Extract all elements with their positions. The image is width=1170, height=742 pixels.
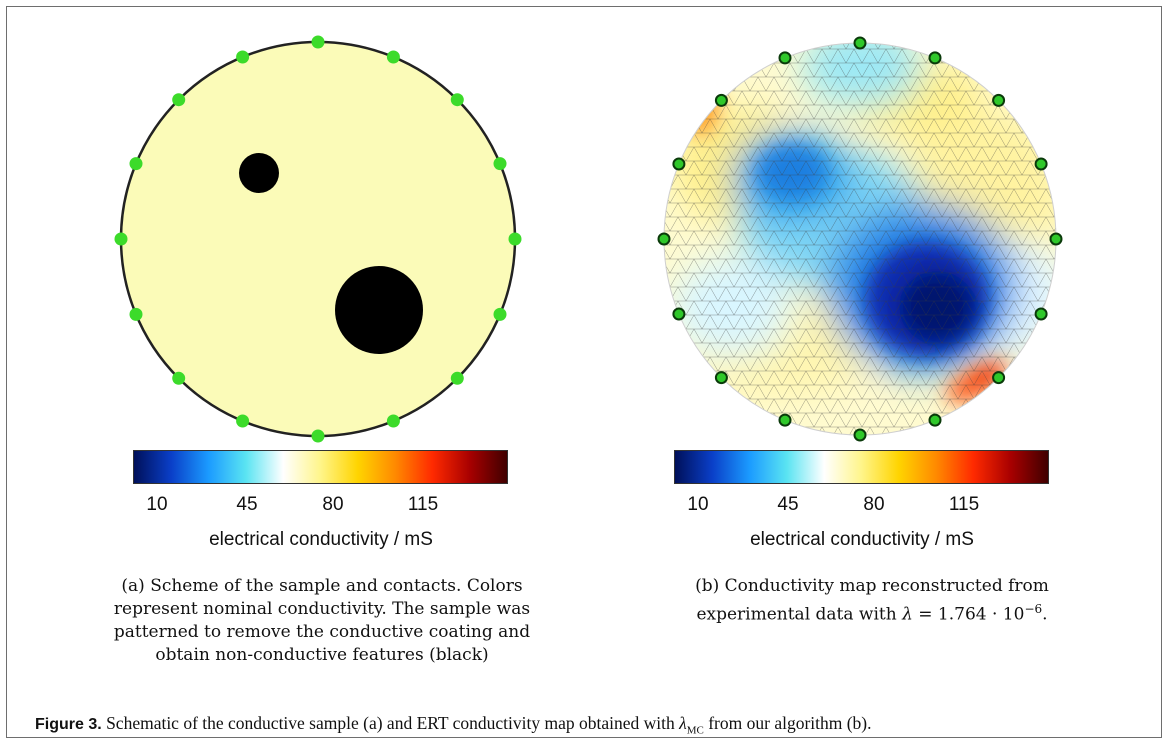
subcaption-line: (a) Scheme of the sample and contacts. C… bbox=[121, 576, 523, 596]
contact-electrode bbox=[1049, 232, 1063, 246]
contact-electrode bbox=[508, 232, 522, 246]
colorbar-tick: 80 bbox=[863, 494, 885, 515]
contact-electrode bbox=[778, 413, 792, 427]
contact-electrode bbox=[311, 35, 325, 49]
contact-electrode bbox=[386, 50, 400, 64]
contact-electrode bbox=[386, 414, 400, 428]
panel-b: 10 45 80 115 electrical conductivity / m… bbox=[582, 7, 1162, 697]
conductivity-map bbox=[657, 36, 1063, 442]
contact-electrode bbox=[450, 371, 464, 385]
colorbar-tick: 45 bbox=[236, 494, 258, 515]
colorbar-tick: 45 bbox=[777, 494, 799, 515]
contact-electrode bbox=[853, 36, 867, 50]
contact-electrode bbox=[1034, 307, 1048, 321]
contact-electrode bbox=[493, 307, 507, 321]
contact-electrode bbox=[1034, 157, 1048, 171]
contact-electrode bbox=[236, 50, 250, 64]
contact-electrode bbox=[992, 371, 1006, 385]
colorbar-tick: 115 bbox=[407, 494, 439, 515]
colorbar-tick: 10 bbox=[687, 494, 709, 515]
subcaption-b: (b) Conductivity map reconstructed from … bbox=[622, 575, 1122, 627]
feature-small bbox=[239, 153, 279, 193]
figure-frame: 10 45 80 115 electrical conductivity / m… bbox=[6, 6, 1162, 738]
colorbar-a bbox=[133, 450, 508, 484]
figure-caption-text: from our algorithm (b). bbox=[703, 713, 872, 733]
subcaption-line: patterned to remove the conductive coati… bbox=[113, 622, 531, 642]
contact-electrode bbox=[714, 371, 728, 385]
contact-electrode bbox=[311, 429, 325, 443]
subcaption-line: experimental data with λ = 1.764 · 10−6. bbox=[696, 602, 1048, 625]
contact-electrode bbox=[928, 51, 942, 65]
contact-electrode bbox=[657, 232, 671, 246]
contact-electrode bbox=[672, 157, 686, 171]
contact-electrode bbox=[992, 93, 1006, 107]
figure-caption: Figure 3. Schematic of the conductive sa… bbox=[35, 713, 872, 737]
colorbar-tick: 80 bbox=[322, 494, 344, 515]
lambda-subscript: MC bbox=[686, 724, 704, 737]
colorbar-label: electrical conductivity / mS bbox=[750, 529, 974, 550]
feature-large bbox=[335, 266, 423, 354]
subcaption-a: (a) Scheme of the sample and contacts. C… bbox=[67, 575, 577, 667]
figure-label: Figure 3. bbox=[35, 716, 102, 733]
map-field bbox=[664, 43, 1056, 435]
colorbar-label: electrical conductivity / mS bbox=[209, 529, 433, 550]
contacts-b bbox=[657, 36, 1063, 442]
contact-electrode bbox=[493, 157, 507, 171]
contact-electrode bbox=[172, 93, 186, 107]
sample-schematic bbox=[114, 35, 522, 443]
colorbar-tick: 10 bbox=[146, 494, 168, 515]
subcaption-line: (b) Conductivity map reconstructed from bbox=[695, 576, 1049, 596]
contacts-a bbox=[114, 35, 522, 443]
subcaption-line: obtain non-conductive features (black) bbox=[155, 645, 489, 665]
contact-electrode bbox=[114, 232, 128, 246]
colorbar-b bbox=[674, 450, 1049, 484]
contact-electrode bbox=[714, 93, 728, 107]
panel-a: 10 45 80 115 electrical conductivity / m… bbox=[7, 7, 582, 697]
contact-electrode bbox=[928, 413, 942, 427]
contact-electrode bbox=[450, 93, 464, 107]
contact-electrode bbox=[129, 307, 143, 321]
contact-electrode bbox=[778, 51, 792, 65]
lambda-symbol: λ bbox=[679, 713, 687, 733]
contact-electrode bbox=[853, 428, 867, 442]
contact-electrode bbox=[129, 157, 143, 171]
contact-electrode bbox=[172, 371, 186, 385]
contact-electrode bbox=[672, 307, 686, 321]
subcaption-line: represent nominal conductivity. The samp… bbox=[113, 599, 531, 619]
figure-caption-text: Schematic of the conductive sample (a) a… bbox=[101, 713, 680, 733]
colorbar-tick: 115 bbox=[948, 494, 980, 515]
contact-electrode bbox=[236, 414, 250, 428]
